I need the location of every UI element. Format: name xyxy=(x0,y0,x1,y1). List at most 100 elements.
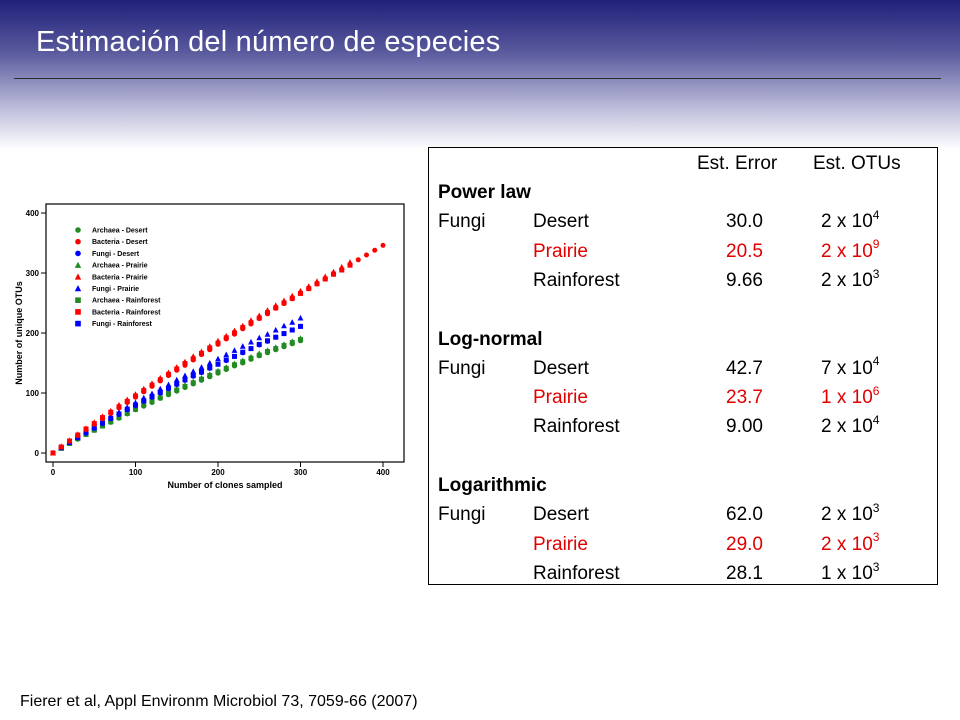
data-point xyxy=(272,326,279,333)
data-point xyxy=(265,349,270,355)
x-tick-label: 400 xyxy=(376,468,390,477)
data-point xyxy=(124,406,130,412)
y-axis-label: Number of unique OTUs xyxy=(14,281,24,385)
otus-exponent: 3 xyxy=(872,266,880,281)
est-error-value: 42.7 xyxy=(726,357,763,379)
data-point xyxy=(141,402,147,408)
method-label: Logarithmic xyxy=(438,475,547,496)
est-error-value: 23.7 xyxy=(726,387,763,409)
data-point xyxy=(108,419,114,425)
taxon-label: Fungi xyxy=(438,211,486,233)
otus-base: 2 x 10 xyxy=(821,416,873,438)
x-axis-label: Number of clones sampled xyxy=(167,480,282,490)
data-point xyxy=(166,385,171,391)
site-label: Rainforest xyxy=(533,269,620,291)
legend-marker xyxy=(75,309,81,315)
data-point xyxy=(198,364,205,370)
data-point xyxy=(239,343,246,349)
data-point xyxy=(248,355,254,361)
data-point xyxy=(174,366,180,372)
site-label: Prairie xyxy=(533,387,588,409)
data-point xyxy=(248,338,254,345)
data-point xyxy=(256,334,263,341)
data-point xyxy=(256,352,262,358)
header-est-otus: Est. OTUs xyxy=(813,153,901,174)
data-point xyxy=(199,376,204,382)
data-point xyxy=(91,425,97,431)
header-background xyxy=(0,0,960,150)
site-label: Prairie xyxy=(533,533,588,555)
data-point xyxy=(190,380,196,386)
otus-base: 2 x 10 xyxy=(821,240,873,262)
data-point xyxy=(281,300,287,306)
data-point xyxy=(223,351,230,358)
otus-base: 2 x 10 xyxy=(821,504,873,526)
data-point xyxy=(298,337,303,343)
data-point xyxy=(281,322,287,329)
data-point xyxy=(91,421,97,427)
data-point xyxy=(223,335,229,341)
data-point xyxy=(281,331,287,337)
otus-exponent: 3 xyxy=(872,530,880,545)
legend-marker xyxy=(75,227,81,233)
data-point xyxy=(133,406,138,412)
data-point xyxy=(298,323,303,329)
legend-marker xyxy=(75,320,81,327)
legend-label: Bacteria - Rainforest xyxy=(92,309,161,316)
data-point xyxy=(248,346,254,352)
data-point xyxy=(67,438,72,444)
x-tick-label: 0 xyxy=(51,468,56,477)
data-point xyxy=(215,340,221,346)
data-point xyxy=(108,409,114,415)
data-point xyxy=(100,415,105,421)
data-point xyxy=(157,395,163,401)
data-point xyxy=(157,389,163,395)
data-point xyxy=(207,365,213,371)
data-point xyxy=(298,290,303,296)
est-error-value: 28.1 xyxy=(726,562,763,584)
legend-marker xyxy=(74,285,82,292)
data-point xyxy=(232,362,237,368)
est-error-value: 20.5 xyxy=(726,240,763,262)
site-label: Desert xyxy=(533,211,589,233)
data-point xyxy=(190,368,197,374)
data-point xyxy=(306,286,312,292)
data-point xyxy=(232,330,237,336)
legend-label: Archaea - Desert xyxy=(92,228,148,235)
data-point xyxy=(141,388,147,394)
x-tick-label: 300 xyxy=(294,468,308,477)
otus-base: 1 x 10 xyxy=(821,562,873,584)
taxon-label: Fungi xyxy=(438,504,486,526)
legend-marker xyxy=(74,273,82,280)
data-point xyxy=(264,331,271,337)
data-point xyxy=(240,325,246,331)
est-otus-value: 1 x 106 xyxy=(821,385,879,409)
data-point xyxy=(149,394,155,400)
data-point xyxy=(124,398,130,404)
citation: Fierer et al, Appl Environm Microbiol 73… xyxy=(20,693,418,710)
otus-exponent: 3 xyxy=(872,500,880,515)
data-point xyxy=(331,271,336,277)
est-otus-value: 1 x 103 xyxy=(821,561,879,585)
data-point xyxy=(149,398,155,404)
data-point xyxy=(240,349,246,355)
data-point xyxy=(273,346,279,352)
otus-exponent: 9 xyxy=(872,237,880,252)
y-tick-label: 200 xyxy=(26,329,40,338)
est-error-value: 62.0 xyxy=(726,504,763,526)
otus-base: 1 x 10 xyxy=(821,387,873,409)
y-tick-label: 400 xyxy=(26,209,40,218)
data-point xyxy=(207,345,213,351)
est-otus-value: 2 x 109 xyxy=(821,238,879,263)
site-label: Desert xyxy=(533,357,589,379)
data-point xyxy=(108,415,114,421)
y-tick-label: 300 xyxy=(26,269,40,278)
data-point xyxy=(207,373,213,379)
data-point xyxy=(206,359,213,366)
data-point xyxy=(100,420,105,426)
method-label: Power law xyxy=(438,182,531,203)
data-point xyxy=(281,343,287,349)
data-point xyxy=(265,310,270,316)
data-point xyxy=(232,353,237,359)
